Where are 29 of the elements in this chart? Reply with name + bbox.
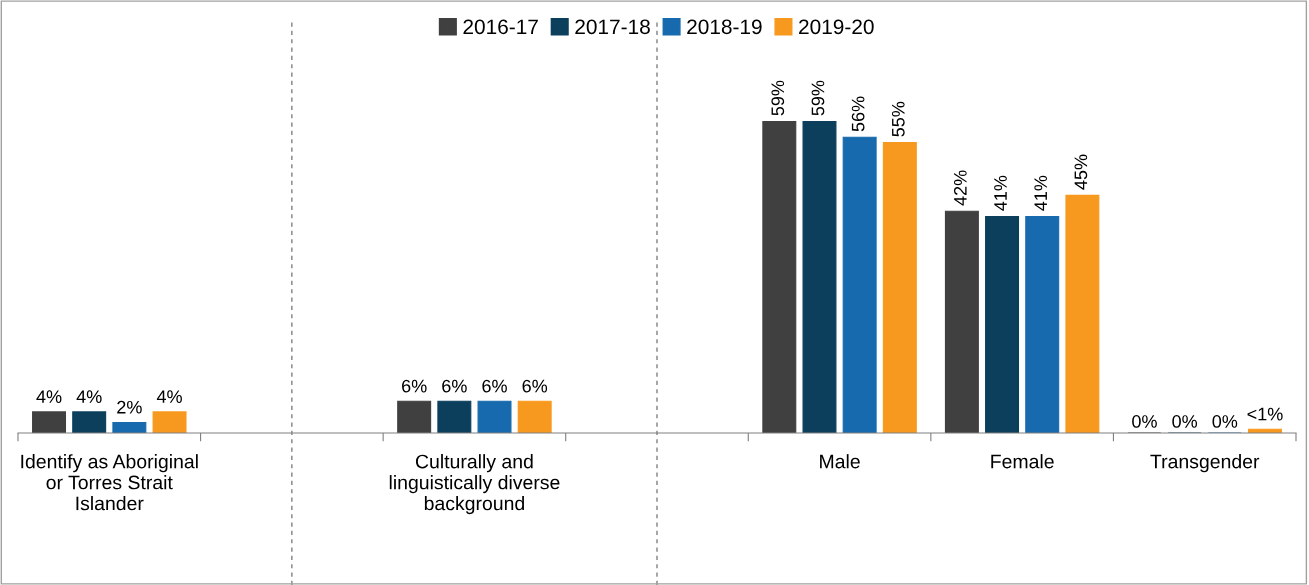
data-label: 6%	[402, 379, 427, 393]
data-label: 2%	[117, 400, 142, 414]
data-label: 45%	[1074, 154, 1088, 190]
data-label: 59%	[811, 80, 825, 116]
data-label: 4%	[76, 390, 102, 403]
x-tick-label: Female	[991, 454, 1054, 469]
data-label: 0%	[1212, 415, 1238, 428]
data-label: <1%	[1247, 407, 1283, 421]
x-tick-label: Culturally and linguistically diverse background	[389, 454, 560, 515]
legend-label: 2019-20	[799, 19, 874, 35]
data-label: 55%	[891, 101, 905, 137]
x-tick-label: Transgender	[1150, 454, 1260, 473]
data-label: 6%	[482, 379, 507, 393]
data-label: 42%	[953, 170, 967, 206]
data-label: 6%	[442, 379, 467, 393]
data-label: 59%	[771, 80, 785, 116]
legend-label: 2017-18	[575, 19, 650, 35]
data-label: 0%	[1172, 415, 1198, 428]
data-label: 41%	[994, 175, 1007, 211]
data-label: 6%	[522, 379, 548, 393]
data-label: 0%	[1132, 415, 1157, 428]
data-label: 41%	[1034, 175, 1047, 211]
data-label: 4%	[156, 390, 182, 403]
legend-label: 2018-19	[687, 19, 762, 35]
x-tick-label: Male	[820, 454, 860, 469]
x-tick-label: Identify as Aboriginal or Torres Strait Islander	[21, 454, 198, 511]
data-label: 56%	[851, 96, 865, 132]
legend-label: 2016-17	[463, 19, 538, 35]
data-label: 4%	[36, 390, 62, 403]
